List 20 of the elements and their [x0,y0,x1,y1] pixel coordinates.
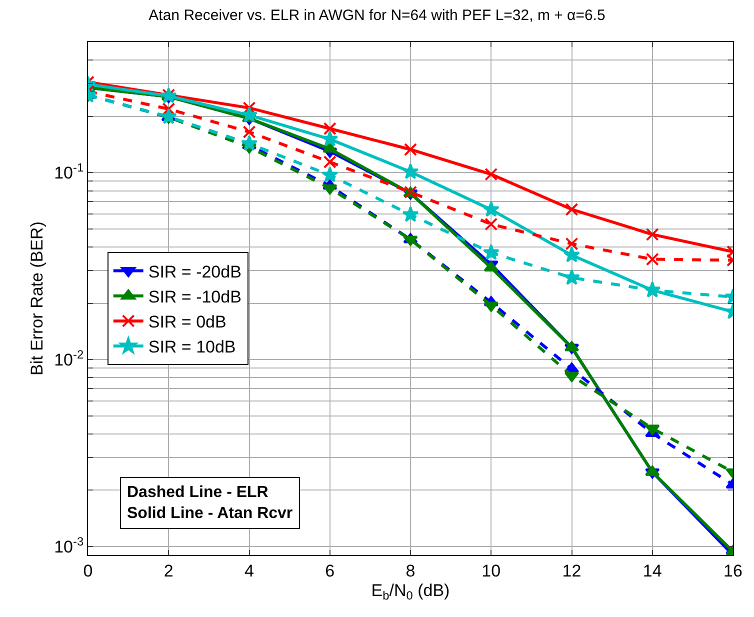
legend-label: SIR = 10dB [148,338,236,357]
y-axis-title: Bit Error Rate (BER) [28,222,47,376]
x-tick-label: 12 [562,561,582,580]
x-tick-label: 16 [724,561,742,580]
x-axis-title: E$_{b}$/N$_{0}$ (dB) [371,580,450,602]
x-tick-label: 8 [406,561,416,580]
y-tick-label: 10$^{-2}$ [54,347,84,370]
legend-label: SIR = -20dB [148,262,242,282]
x-tick-label: 2 [164,561,174,580]
y-tick-label: 10$^{-1}$ [54,160,84,183]
legend-label: SIR = 0dB [148,312,226,332]
legend-label: SIR = -10dB [148,287,242,306]
chart-title: Atan Receiver vs. ELR in AWGN for N=64 with PEF L=32, m + α=6.5 [148,6,606,24]
x-tick-label: 0 [83,561,93,580]
x-tick-label: 14 [642,561,662,580]
x-tick-label: 4 [244,561,254,580]
x-tick-label: 10 [482,561,501,580]
y-tick-label: 10$^{-3}$ [54,534,84,556]
annotation: Dashed Line - ELR Solid Line - Atan Rcvr [127,484,293,522]
x-tick-label: 6 [325,561,335,580]
